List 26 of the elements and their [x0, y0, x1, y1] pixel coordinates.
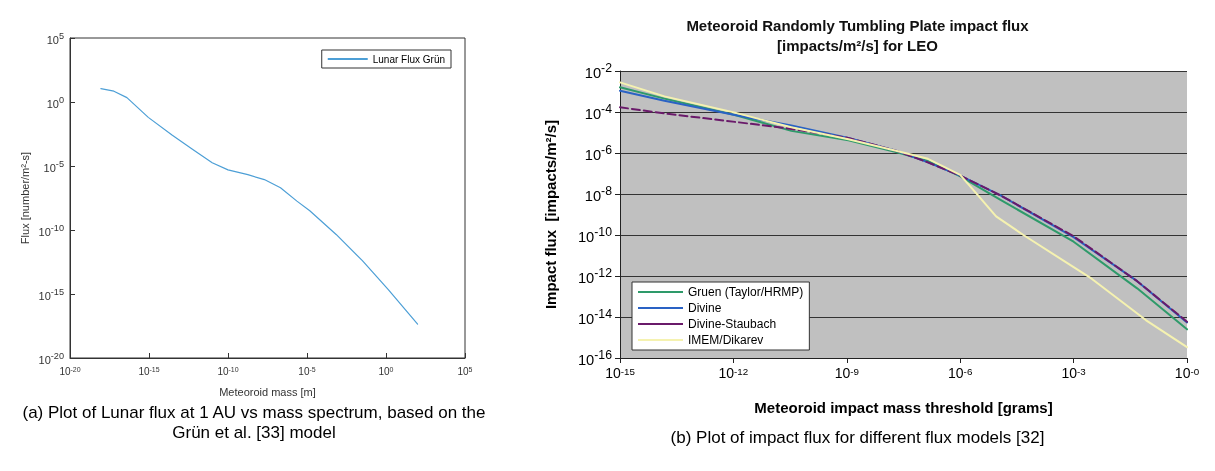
- y-tick-label: 10$^{-20}$: [38, 350, 64, 367]
- y-tick-label: 10$^{-10}$: [577, 224, 612, 247]
- y-tick-label: 10$^{-2}$: [584, 60, 612, 83]
- legend-label: Divine-Staubach: [688, 317, 777, 331]
- y-tick-label: 10$^{-5}$: [43, 158, 64, 175]
- y-tick-label: 10$^{-14}$: [577, 306, 612, 329]
- y-tick-label: 10$^{0}$: [46, 94, 64, 111]
- text: (a) Plot of Lunar flux at 1 AU vs mass spectrum, based on the Grün et al. [33] model: [21, 403, 487, 443]
- x-axis-title: Meteoroid impact mass threshold [grams]: [754, 399, 1053, 416]
- y-tick-label: 10$^{-4}$: [584, 101, 612, 124]
- x-axis-title: Meteoroid mass [m]: [219, 385, 316, 398]
- y-tick-label: 10$^{-15}$: [38, 286, 64, 303]
- y-tick-label: 10$^{-10}$: [38, 222, 64, 239]
- y-tick-label: 10$^{-16}$: [577, 347, 612, 368]
- legend-label: Lunar Flux Grün: [372, 53, 446, 65]
- y-tick-label: 10$^{5}$: [46, 30, 64, 47]
- legend-label: Divine: [688, 301, 722, 315]
- text: (b) Plot of impact flux for different flux models [32]: [669, 428, 1046, 448]
- y-tick-label: 10$^{-8}$: [584, 183, 612, 206]
- y-axis-title: Impact flux [impacts/m²/s]: [542, 119, 559, 310]
- y-tick-label: 10$^{-12}$: [577, 265, 612, 288]
- legend-label: IMEM/Dikarev: [688, 333, 764, 347]
- y-axis-title: Flux [number/m²-s]: [18, 151, 31, 245]
- legend-label: Gruen (Taylor/HRMP): [688, 285, 804, 299]
- y-tick-label: 10$^{-6}$: [584, 142, 612, 165]
- chart-title: Meteoroid Randomly Tumbling Plate impact flux [impacts/m²/s] for LEO: [686, 16, 1030, 54]
